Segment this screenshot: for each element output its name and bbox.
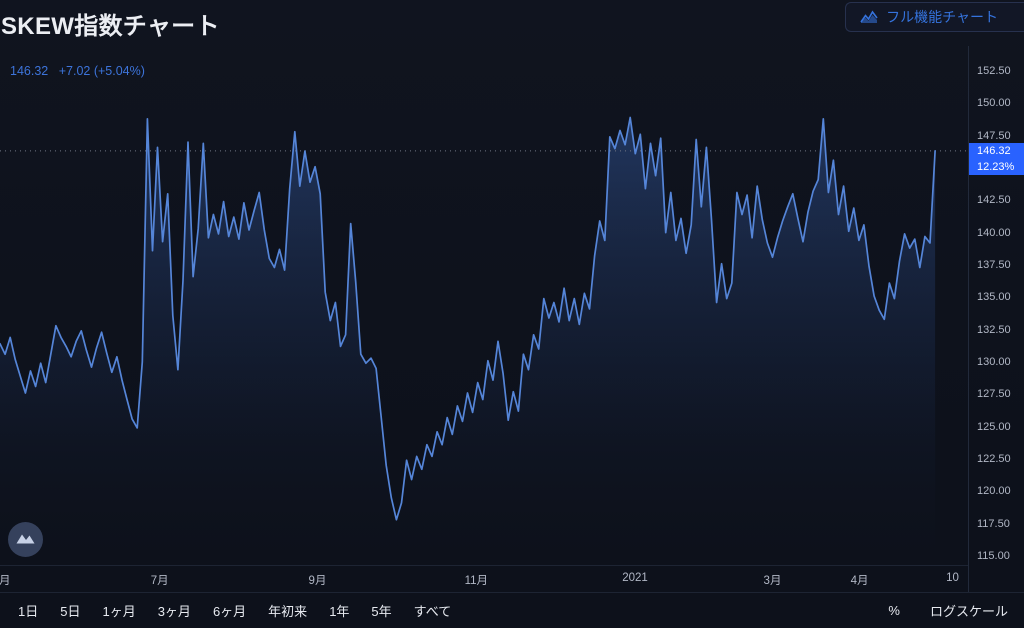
- time-axis-label: 9月: [308, 575, 327, 587]
- price-axis-label: 152.50: [977, 65, 1011, 77]
- time-axis-label: 11月: [464, 575, 489, 587]
- time-axis[interactable]: 月 7月 9月 11月 2021 3月 4月 10: [0, 565, 968, 592]
- scale-controls: % ログスケール: [888, 601, 1008, 620]
- toolbar: 1日 5日 1ヶ月 3ヶ月 6ヶ月 年初来 1年 5年 すべて % ログスケール: [0, 592, 1024, 628]
- current-percent-badge: 12.23%: [969, 159, 1024, 176]
- time-axis-label: 3月: [763, 575, 782, 587]
- range-button-5[interactable]: 年初来: [258, 596, 317, 625]
- range-button-3[interactable]: 3ヶ月: [148, 596, 201, 625]
- price-axis-label: 147.50: [977, 129, 1011, 142]
- range-button-2[interactable]: 1ヶ月: [92, 596, 145, 625]
- price-axis-label: 115.00: [977, 549, 1010, 562]
- percent-scale-button[interactable]: %: [888, 603, 900, 618]
- legend-change: +7.02: [58, 64, 91, 78]
- full-chart-button[interactable]: フル機能チャート: [845, 2, 1024, 32]
- price-line: [0, 116, 936, 521]
- time-axis-label: 10: [946, 572, 959, 584]
- current-price-badge: 146.32: [969, 142, 1024, 159]
- price-axis-label: 150.00: [977, 97, 1011, 110]
- chart-area[interactable]: 146.32 +7.02 (+5.04%): [0, 46, 968, 565]
- price-axis[interactable]: 146.32 12.23% 152.50 150.00 147.50 142.50 14…: [968, 46, 1024, 592]
- price-chart-svg: [0, 116, 968, 565]
- price-axis-label: 117.50: [977, 517, 1010, 530]
- range-button-7[interactable]: 5年: [361, 596, 401, 625]
- range-button-0[interactable]: 1日: [8, 596, 48, 625]
- range-buttons: 1日 5日 1ヶ月 3ヶ月 6ヶ月 年初来 1年 5年 すべて: [8, 596, 461, 625]
- price-axis-label: 127.50: [977, 388, 1011, 401]
- price-axis-label: 125.00: [977, 420, 1011, 433]
- time-axis-label: 4月: [850, 575, 869, 587]
- full-chart-label: フル機能チャート: [886, 9, 998, 25]
- area-chart-icon: [15, 530, 36, 549]
- area-fill: [0, 117, 936, 565]
- price-axis-label: 122.50: [977, 452, 1011, 465]
- legend-change-percent: (+5.04%): [93, 64, 145, 78]
- time-axis-label: 7月: [150, 575, 169, 587]
- price-axis-label: 142.50: [977, 194, 1011, 207]
- time-axis-label: 2021: [622, 572, 648, 584]
- price-axis-label: 130.00: [977, 356, 1011, 368]
- price-axis-label: 137.50: [977, 259, 1011, 271]
- chart-style-button[interactable]: [8, 522, 43, 557]
- range-button-8[interactable]: すべて: [404, 596, 462, 625]
- page-title: SKEW指数チャート: [1, 13, 220, 40]
- price-axis-label: 132.50: [977, 323, 1011, 336]
- price-axis-label: 135.00: [977, 291, 1011, 304]
- price-axis-label: 120.00: [977, 485, 1011, 498]
- legend: 146.32 +7.02 (+5.04%): [10, 64, 145, 78]
- range-button-6[interactable]: 1年: [319, 596, 359, 625]
- header: SKEW指数チャート フル機能チャート: [0, 0, 1024, 46]
- price-axis-label: 140.00: [977, 226, 1011, 239]
- area-chart-icon: [860, 10, 878, 24]
- legend-last-price: 146.32: [10, 64, 49, 78]
- log-scale-button[interactable]: ログスケール: [930, 601, 1008, 620]
- time-axis-label: 月: [0, 575, 11, 587]
- range-button-1[interactable]: 5日: [50, 596, 90, 625]
- range-button-4[interactable]: 6ヶ月: [203, 596, 256, 625]
